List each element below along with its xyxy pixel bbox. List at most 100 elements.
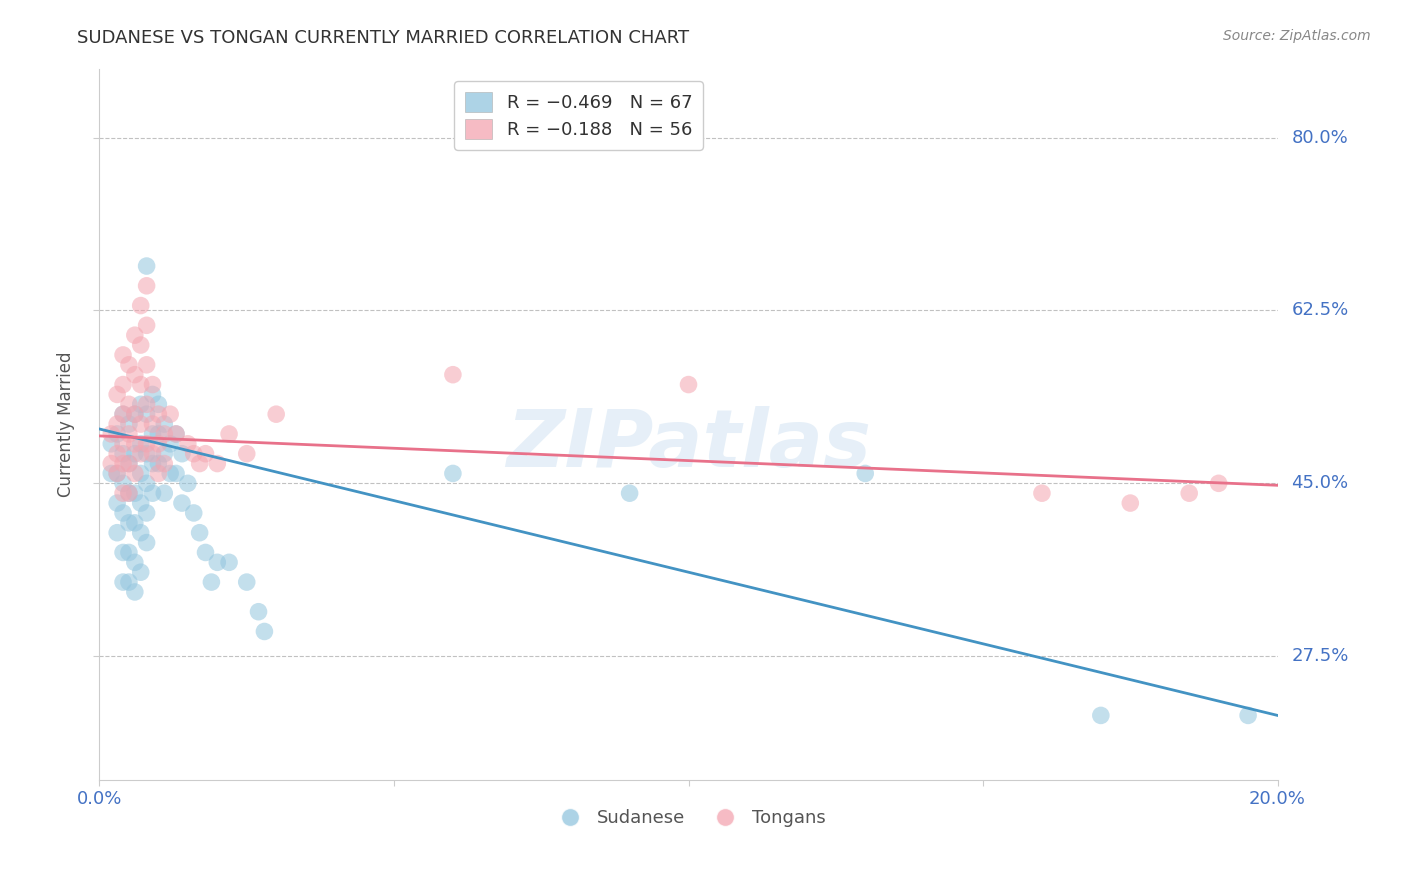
Point: [124, 328, 146, 343]
Point: [135, 259, 157, 273]
Point: [129, 525, 152, 540]
Point: [100, 457, 122, 471]
Point: [124, 516, 146, 530]
Point: [135, 397, 157, 411]
Point: [148, 426, 170, 441]
Point: [129, 447, 152, 461]
Point: [1237, 708, 1260, 723]
Point: [129, 397, 152, 411]
Point: [112, 348, 135, 362]
Point: [141, 486, 163, 500]
Point: [118, 397, 141, 411]
Point: [678, 377, 700, 392]
Point: [853, 467, 876, 481]
Point: [183, 447, 205, 461]
Point: [1208, 476, 1230, 491]
Point: [135, 447, 157, 461]
Text: SUDANESE VS TONGAN CURRENTLY MARRIED CORRELATION CHART: SUDANESE VS TONGAN CURRENTLY MARRIED COR…: [77, 29, 689, 46]
Point: [105, 467, 128, 481]
Point: [129, 437, 152, 451]
Point: [194, 447, 217, 461]
Point: [165, 467, 187, 481]
Point: [112, 407, 135, 421]
Point: [105, 496, 128, 510]
Point: [135, 278, 157, 293]
Point: [135, 407, 157, 421]
Point: [124, 407, 146, 421]
Point: [112, 575, 135, 590]
Text: Source: ZipAtlas.com: Source: ZipAtlas.com: [1223, 29, 1371, 43]
Point: [112, 545, 135, 559]
Point: [105, 525, 128, 540]
Point: [135, 535, 157, 549]
Point: [135, 506, 157, 520]
Point: [153, 486, 176, 500]
Point: [112, 476, 135, 491]
Point: [141, 387, 163, 401]
Point: [105, 417, 128, 431]
Point: [129, 377, 152, 392]
Point: [441, 467, 464, 481]
Point: [124, 585, 146, 599]
Point: [112, 506, 135, 520]
Point: [153, 447, 176, 461]
Point: [135, 476, 157, 491]
Point: [105, 387, 128, 401]
Point: [141, 426, 163, 441]
Point: [118, 486, 141, 500]
Point: [188, 525, 211, 540]
Point: [105, 467, 128, 481]
Point: [207, 457, 229, 471]
Point: [105, 447, 128, 461]
Point: [619, 486, 641, 500]
Point: [129, 565, 152, 579]
Point: [118, 426, 141, 441]
Point: [183, 506, 205, 520]
Point: [235, 447, 257, 461]
Point: [253, 624, 276, 639]
Point: [124, 467, 146, 481]
Legend: Sudanese, Tongans: Sudanese, Tongans: [544, 802, 832, 835]
Point: [124, 447, 146, 461]
Point: [153, 426, 176, 441]
Point: [141, 377, 163, 392]
Y-axis label: Currently Married: Currently Married: [58, 351, 75, 497]
Point: [441, 368, 464, 382]
Text: ZIPatlas: ZIPatlas: [506, 407, 872, 484]
Point: [170, 496, 193, 510]
Point: [141, 447, 163, 461]
Point: [153, 457, 176, 471]
Point: [177, 437, 200, 451]
Point: [135, 358, 157, 372]
Point: [264, 407, 287, 421]
Point: [194, 545, 217, 559]
Point: [118, 457, 141, 471]
Point: [118, 417, 141, 431]
Point: [170, 447, 193, 461]
Point: [148, 407, 170, 421]
Point: [118, 575, 141, 590]
Point: [1178, 486, 1201, 500]
Point: [112, 437, 135, 451]
Point: [129, 467, 152, 481]
Point: [124, 368, 146, 382]
Point: [218, 426, 240, 441]
Point: [124, 486, 146, 500]
Point: [112, 407, 135, 421]
Point: [153, 417, 176, 431]
Text: 45.0%: 45.0%: [1292, 475, 1348, 492]
Point: [148, 397, 170, 411]
Point: [1119, 496, 1142, 510]
Point: [148, 437, 170, 451]
Point: [188, 457, 211, 471]
Point: [165, 426, 187, 441]
Point: [159, 407, 181, 421]
Point: [118, 358, 141, 372]
Point: [118, 545, 141, 559]
Point: [148, 457, 170, 471]
Point: [218, 555, 240, 569]
Point: [112, 377, 135, 392]
Point: [118, 516, 141, 530]
Point: [129, 417, 152, 431]
Point: [207, 555, 229, 569]
